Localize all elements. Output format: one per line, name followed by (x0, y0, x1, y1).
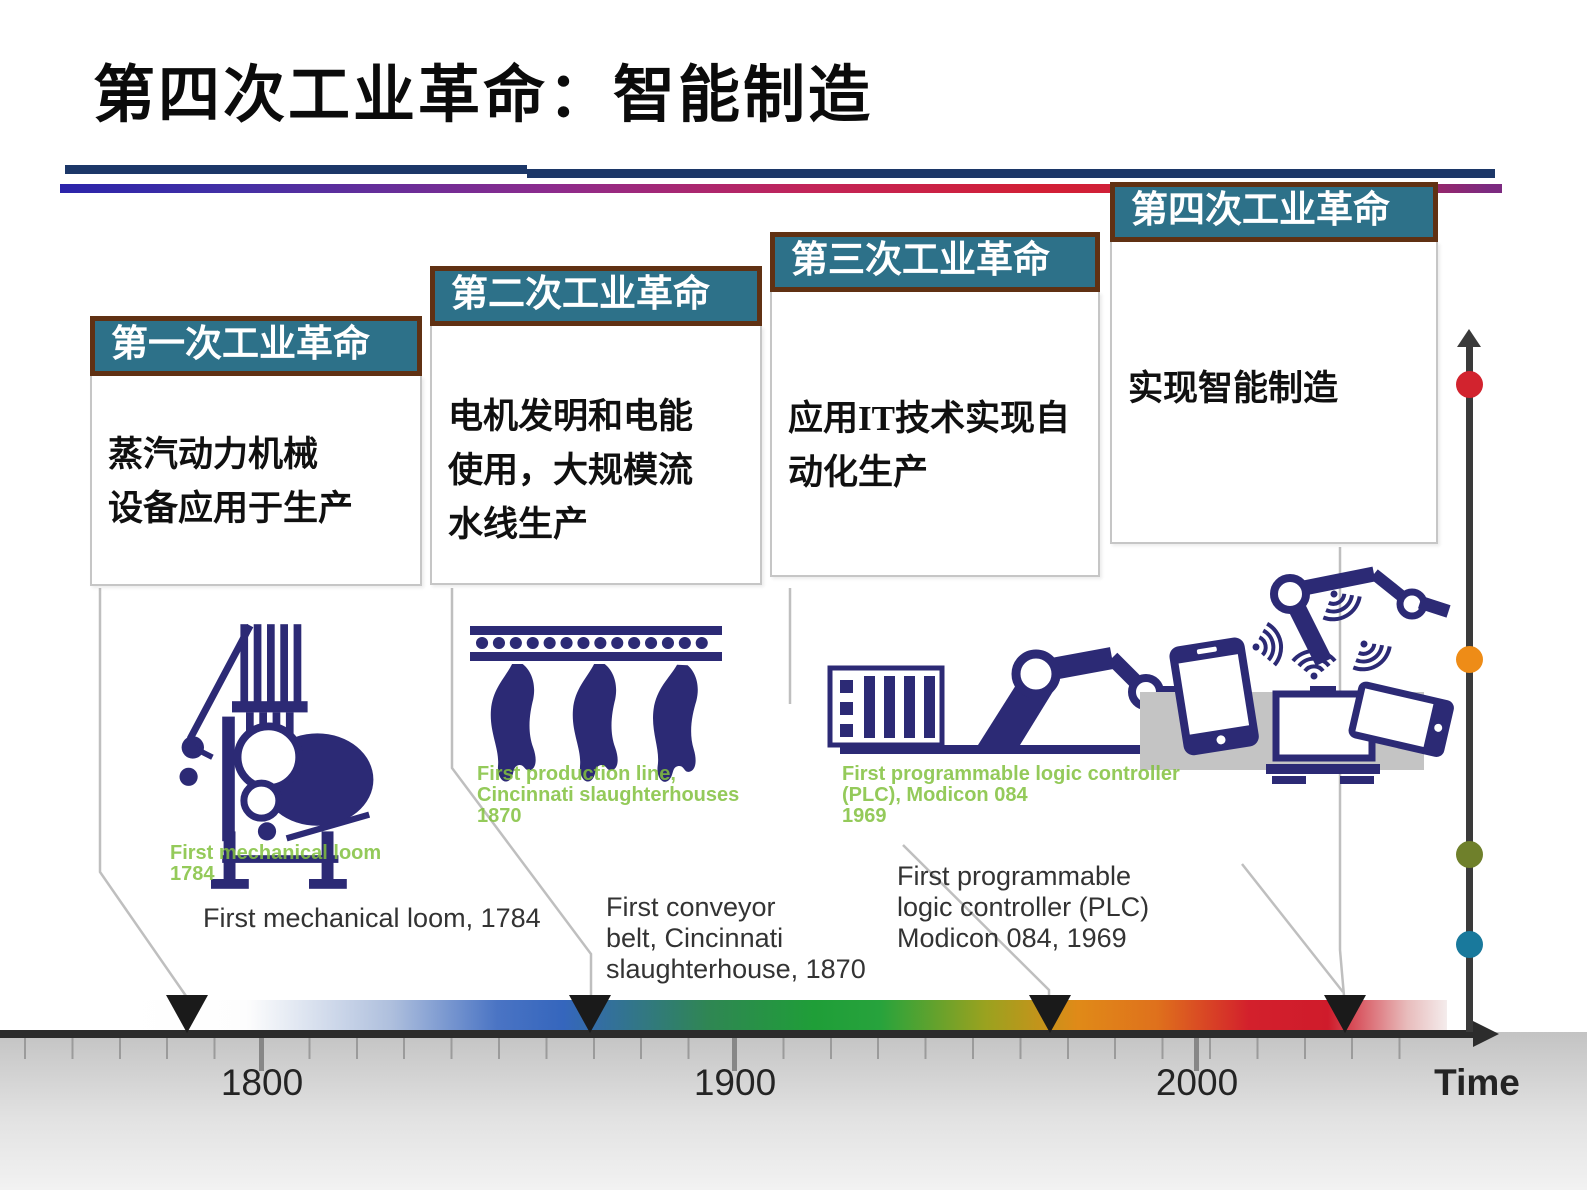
smartphone-icon (1169, 637, 1259, 756)
vertical-axis-arrow-icon (1457, 329, 1481, 347)
panel-body-text: 实现智能制造 (1128, 369, 1339, 408)
artwork-caption-green: First production line, Cincinnati slaugh… (477, 763, 740, 827)
panel-first-industrial-revolution: 第一次工业革命 蒸汽动力机械 设备应用于生产 (90, 316, 422, 586)
title-underline-primary (65, 165, 527, 174)
milestone-dot-orange (1456, 646, 1483, 673)
connected-devices-icon (1140, 566, 1454, 784)
title-underline-primary-right (527, 169, 1495, 178)
plc-robot-arm-icon (827, 647, 1194, 754)
panel-body: 实现智能制造 (1110, 242, 1438, 544)
panel-header: 第一次工业革命 (90, 316, 422, 376)
vertical-time-axis (1466, 346, 1473, 1032)
panel-second-industrial-revolution: 第二次工业革命 电机发明和电能 使用，大规模流 水线生产 (430, 266, 762, 585)
timeline-event-label: First conveyor belt, Cincinnati slaughte… (606, 892, 866, 984)
panel-body-text: 水线生产 (448, 505, 589, 544)
panel-body: 电机发明和电能 使用，大规模流 水线生产 (430, 326, 762, 585)
panel-third-industrial-revolution: 第三次工业革命 应用IT技术实现自 动化生产 (770, 232, 1100, 577)
monitor-icon (1266, 686, 1380, 784)
year-label-2000: 2000 (1155, 1062, 1239, 1103)
timeline-axis (0, 1030, 1473, 1038)
artwork-caption-green: First mechanical loom 1784 (170, 842, 382, 885)
wifi-icon (1252, 621, 1284, 667)
panel-body-text: 使用，大规模流 (448, 451, 694, 490)
panel-fourth-industrial-revolution: 第四次工业革命 实现智能制造 (1110, 182, 1438, 544)
panel-header: 第二次工业革命 (430, 266, 762, 326)
tablet-icon (1348, 681, 1454, 757)
page-title: 第四次工业革命：智能制造 (93, 62, 874, 130)
panel-body: 蒸汽动力机械 设备应用于生产 (90, 376, 422, 586)
timeline-axis-arrow-icon (1473, 1021, 1499, 1047)
panel-body-text: 动化生产 (788, 453, 929, 492)
century-tick-2000 (1194, 1038, 1199, 1071)
milestone-dot-teal (1456, 931, 1483, 958)
century-tick-1800 (259, 1038, 264, 1071)
timeline-event-label: First programmable logic controller (PLC… (897, 861, 1150, 953)
wifi-icon (1322, 590, 1362, 622)
milestone-dot-olive (1456, 841, 1483, 868)
year-label-1900: 1900 (693, 1062, 777, 1103)
panel-body: 应用IT技术实现自 动化生产 (770, 292, 1100, 577)
timeline-event-label: First mechanical loom, 1784 (203, 903, 541, 933)
wifi-icon (1352, 640, 1392, 672)
panel-body-text: 设备应用于生产 (108, 489, 354, 528)
artwork-caption-green: First programmable logic controller (PLC… (842, 763, 1180, 827)
panel-header: 第三次工业革命 (770, 232, 1100, 292)
conveyor-slaughterhouse-icon (470, 626, 722, 782)
milestone-dot-red (1456, 371, 1483, 398)
panel-body-text: 电机发明和电能 (448, 397, 694, 436)
wifi-icon (1291, 648, 1337, 680)
panel-body-text: 蒸汽动力机械 (108, 435, 319, 474)
year-label-1800: 1800 (220, 1062, 304, 1103)
panel-body-text: 应用IT技术实现自 (788, 399, 1070, 438)
title-underline-gradient (60, 184, 1502, 193)
timeline-gradient-band (128, 1000, 1447, 1031)
time-axis-label: Time (1434, 1062, 1520, 1103)
panel-header: 第四次工业革命 (1110, 182, 1438, 242)
century-tick-1900 (732, 1038, 737, 1071)
